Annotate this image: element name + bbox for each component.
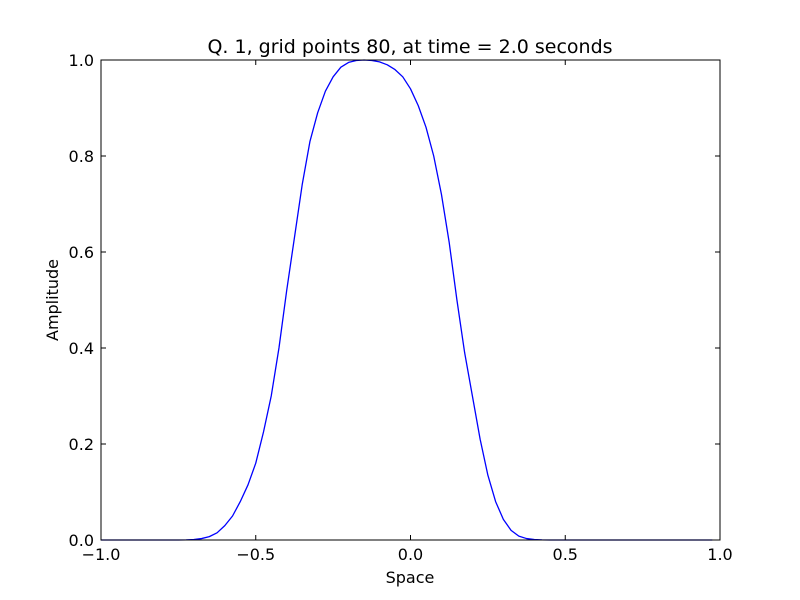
y-tick-label: 0.2: [69, 435, 94, 454]
y-tick-label: 1.0: [69, 51, 94, 70]
y-tick-label: 0.4: [69, 339, 94, 358]
plot-area: −1.0 −0.5 0.0 0.5 1.0 0.0 0.2 0.4 0.6 0.8 1.0: [69, 51, 733, 564]
y-tick-label: 0.6: [69, 243, 94, 262]
x-tick-label: 1.0: [707, 545, 732, 564]
y-tick-label: 0.8: [69, 147, 94, 166]
x-tick-label: 0.5: [553, 545, 578, 564]
axes-frame: [100, 59, 721, 541]
series-line-0: [101, 59, 713, 541]
x-tick-label: −1.0: [82, 545, 121, 564]
y-axis-label: Amplitude: [43, 259, 62, 341]
y-tick-label: 0.0: [69, 531, 94, 550]
chart-title: Q. 1, grid points 80, at time = 2.0 seco…: [207, 36, 612, 58]
x-tick-label: −0.5: [236, 545, 275, 564]
x-tick-label: 0.0: [398, 545, 423, 564]
x-axis-label: Space: [386, 568, 435, 587]
